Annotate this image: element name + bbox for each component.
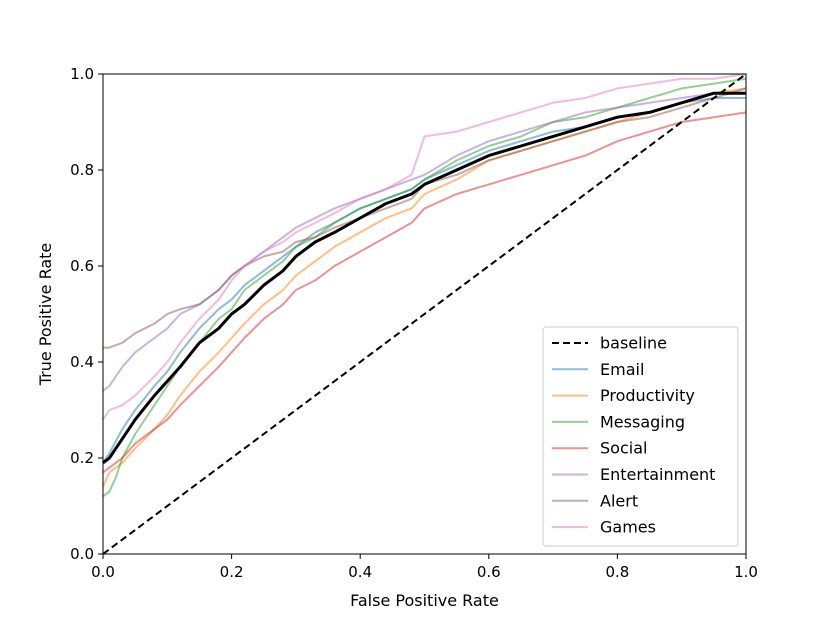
series-line-average (102, 91, 746, 464)
y-tick-label: 0.0 (70, 545, 94, 563)
y-tick-label: 1.0 (70, 65, 94, 83)
series-line-social (102, 111, 747, 474)
legend-label-productivity: Productivity (600, 386, 695, 405)
y-tick-label: 0.4 (70, 353, 94, 371)
y-axis-ticks: 0.0 0.2 0.4 0.6 0.8 1.0 (70, 65, 103, 563)
x-tick-label: 1.0 (734, 563, 758, 581)
y-axis-label: True Positive Rate (36, 243, 55, 387)
legend-label-baseline: baseline (600, 334, 667, 353)
legend-label-messaging: Messaging (600, 412, 685, 431)
y-tick-label: 0.6 (70, 257, 94, 275)
legend-box (542, 326, 739, 547)
series-line-entertainment (102, 92, 746, 392)
axes-frame (102, 73, 747, 555)
legend-label-entertainment: Entertainment (600, 465, 715, 484)
legend-label-games: Games (600, 518, 656, 537)
legend-label-alert: Alert (600, 491, 638, 510)
x-axis-label: False Positive Rate (350, 591, 499, 610)
x-tick-label: 0.2 (220, 563, 244, 581)
plot-lines (102, 73, 747, 555)
series-line-games (102, 73, 747, 421)
legend-label-email: Email (600, 360, 644, 379)
x-axis-ticks: 0.0 0.2 0.4 0.6 0.8 1.0 (91, 554, 758, 581)
baseline-line (102, 73, 747, 555)
x-tick-label: 0.0 (91, 563, 115, 581)
x-tick-label: 0.6 (477, 563, 501, 581)
legend-label-social: Social (600, 439, 647, 458)
y-tick-label: 0.2 (70, 449, 94, 467)
y-tick-label: 0.8 (70, 161, 94, 179)
x-tick-label: 0.4 (348, 563, 372, 581)
x-tick-label: 0.8 (605, 563, 629, 581)
legend: baseline Email Productivity Messaging Social… (542, 326, 739, 547)
series-line-alert (103, 87, 747, 349)
